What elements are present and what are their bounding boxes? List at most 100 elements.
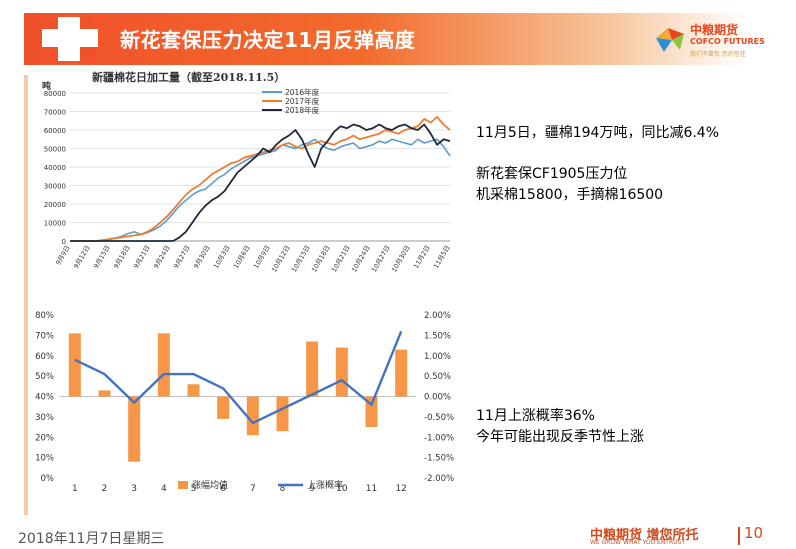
x-tick-label: 9 xyxy=(309,484,315,494)
bar-month-9 xyxy=(306,341,319,397)
x-tick-label: 10 xyxy=(336,484,348,494)
x-tick-label: 9月12日 xyxy=(72,244,92,270)
company-logo: 中粮期货 COFCO FUTURES 我们不辜负 您的信任 xyxy=(654,18,774,64)
x-tick-label: 10月6日 xyxy=(232,244,252,270)
y-tick-label: 60000 xyxy=(44,127,66,135)
right-tick-label: -1.00% xyxy=(424,433,454,443)
x-tick-label: 1 xyxy=(72,484,78,494)
bar-month-8 xyxy=(276,396,289,432)
bar-month-11 xyxy=(365,396,378,428)
cotton-processing-chart: 新疆棉花日加工量（截至2018.11.5） 吨 0 10000 20000 30000… xyxy=(30,66,460,278)
x-tick-label: 6 xyxy=(220,484,226,494)
bar-month-4 xyxy=(157,333,170,397)
bar-line-chart-svg: 0% 10% 20% 30% 40% 50% 60% 70% 80% -2.00% -1.50% -1… xyxy=(35,311,454,494)
legend-label: 2017年度 xyxy=(285,96,320,106)
x-tick-label: 9月21日 xyxy=(132,244,152,270)
bar-month-7 xyxy=(246,396,259,436)
bar-month-1 xyxy=(68,333,81,397)
footer-brand-en: WE GROW WHAT YOU ENTRUST xyxy=(590,539,686,546)
slide-header: 新花套保压力决定11月反弹高度 xyxy=(24,13,776,65)
footer-date: 2018年11月7日星期三 xyxy=(18,531,165,547)
logo-name-en: COFCO FUTURES xyxy=(690,37,765,46)
legend-label: 2016年度 xyxy=(285,87,320,97)
y-tick-label: 80000 xyxy=(44,90,66,98)
series-line-2018年度 xyxy=(70,123,451,242)
right-tick-label: -0.50% xyxy=(424,413,454,423)
logo-tagline: 我们不辜负 您的信任 xyxy=(690,51,746,58)
left-tick-label: 50% xyxy=(35,372,54,382)
right-tick-label: -2.00% xyxy=(424,474,454,484)
y-tick-label: 40000 xyxy=(44,164,66,172)
x-tick-label: 10月12日 xyxy=(270,244,292,274)
x-tick-label: 10月27日 xyxy=(370,244,392,274)
bar-month-10 xyxy=(335,347,348,397)
line-chart-svg: 0 10000 20000 30000 40000 50000 60000 70000 8000… xyxy=(44,87,452,274)
right-tick-label: -1.50% xyxy=(424,454,454,464)
left-tick-label: 70% xyxy=(35,331,54,341)
x-tick-label: 10月24日 xyxy=(350,244,372,274)
x-tick-label: 10月3日 xyxy=(212,244,232,270)
cofco-logo-icon xyxy=(656,28,684,52)
bar-month-6 xyxy=(217,396,230,419)
right-tick-label: 1.50% xyxy=(424,331,451,341)
right-tick-label: 0.00% xyxy=(424,393,451,403)
x-tick-label: 4 xyxy=(161,484,167,494)
x-tick-label: 3 xyxy=(131,484,137,494)
legend-label: 2018年度 xyxy=(285,105,320,115)
x-tick-label: 5 xyxy=(191,484,197,494)
y-tick-label: 20000 xyxy=(44,201,66,209)
left-tick-label: 60% xyxy=(35,352,54,362)
page-title: 新花套保压力决定11月反弹高度 xyxy=(120,28,416,52)
x-tick-label: 2 xyxy=(102,484,108,494)
seasonality-chart: 0% 10% 20% 30% 40% 50% 60% 70% 80% -2.00% -1.50% -1… xyxy=(28,306,478,502)
left-tick-label: 0% xyxy=(41,474,55,484)
x-tick-label: 9月27日 xyxy=(172,244,192,270)
y-tick-label: 0 xyxy=(62,238,66,246)
note-seasonal-rise: 今年可能出现反季节性上涨 xyxy=(476,429,644,445)
series-line-2016年度 xyxy=(70,138,451,242)
y-tick-label: 70000 xyxy=(44,109,66,117)
note-november-probability: 11月上涨概率36% xyxy=(476,408,595,424)
note-xinjiang-output: 11月5日，疆棉194万吨，同比减6.4% xyxy=(476,125,720,141)
left-tick-label: 40% xyxy=(35,393,54,403)
page-number: 10 xyxy=(744,524,764,542)
x-tick-label: 10月30日 xyxy=(390,244,412,274)
note-hedge-pressure: 新花套保CF1905压力位 xyxy=(476,166,628,182)
x-tick-label: 9月18日 xyxy=(112,244,132,270)
y-tick-label: 10000 xyxy=(44,220,66,228)
x-tick-label: 10月15日 xyxy=(290,244,312,274)
bar-month-5 xyxy=(187,384,200,397)
plus-icon xyxy=(24,13,122,65)
footer-separator xyxy=(738,527,740,545)
x-tick-label: 12 xyxy=(395,484,406,494)
left-tick-label: 30% xyxy=(35,413,54,423)
x-tick-label: 11月5日 xyxy=(432,244,452,270)
x-tick-label: 11月2日 xyxy=(412,244,432,270)
x-tick-label: 9月15日 xyxy=(92,244,112,270)
right-tick-label: 0.50% xyxy=(424,372,451,382)
bar-month-2 xyxy=(98,390,111,397)
x-tick-label: 9月24日 xyxy=(152,244,172,270)
up-probability-line xyxy=(74,330,403,425)
y-tick-label: 30000 xyxy=(44,183,66,191)
x-tick-label: 10月9日 xyxy=(252,244,272,270)
x-tick-label: 7 xyxy=(250,484,256,494)
bar-month-3 xyxy=(128,396,141,462)
left-tick-label: 20% xyxy=(35,433,54,443)
right-tick-label: 2.00% xyxy=(424,311,451,321)
left-tick-label: 10% xyxy=(35,454,54,464)
x-tick-label: 9月30日 xyxy=(192,244,212,270)
logo-name-cn: 中粮期货 xyxy=(690,23,739,37)
legend-swatch-bar xyxy=(178,481,188,489)
left-accent-bar xyxy=(24,75,28,515)
bar-month-12 xyxy=(395,349,408,397)
y-tick-label: 50000 xyxy=(44,146,66,154)
note-price-levels: 机采棉15800，手摘棉16500 xyxy=(476,187,664,203)
x-tick-label: 9月9日 xyxy=(54,244,72,266)
x-tick-label: 11 xyxy=(366,484,377,494)
right-tick-label: 1.00% xyxy=(424,352,451,362)
x-tick-label: 10月21日 xyxy=(330,244,352,274)
x-tick-label: 10月18日 xyxy=(310,244,332,274)
legend-label-line: 上涨概率 xyxy=(307,479,343,491)
footer-brand: 中粮期货 增您所托 xyxy=(590,528,699,543)
